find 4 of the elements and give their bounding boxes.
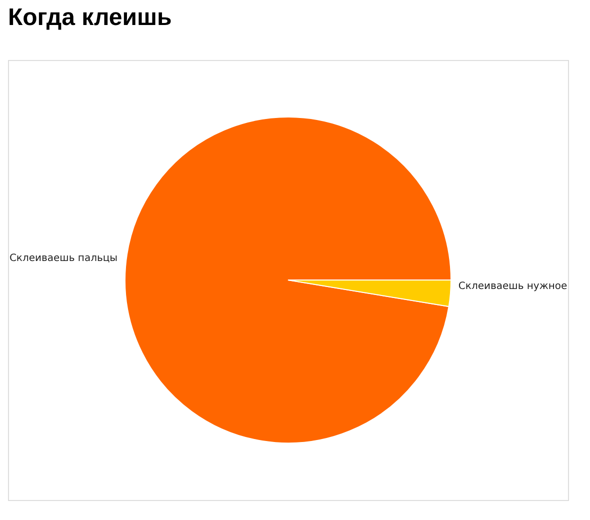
chart-title: Когда клеишь [8, 4, 172, 31]
pie-slice [124, 116, 452, 444]
slice-label: Склеиваешь нужное [458, 280, 568, 292]
slice-label: Склеиваешь пальцы [9, 253, 118, 264]
